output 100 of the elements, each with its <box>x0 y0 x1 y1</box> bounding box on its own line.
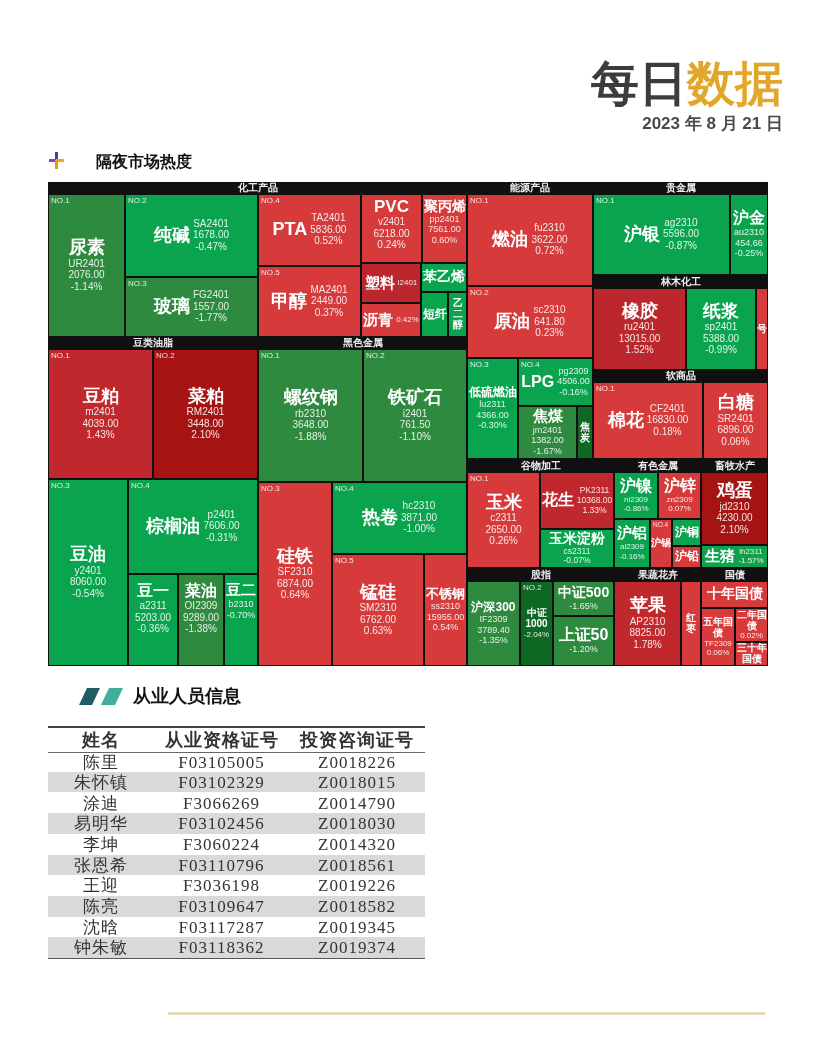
data-label: 16830.00 <box>646 414 689 426</box>
text: sp2401 <box>704 321 738 333</box>
category-label: 姓名 <box>80 728 121 752</box>
category-label: 燃油 <box>491 229 529 250</box>
data-label: 1.78% <box>633 638 662 650</box>
data-label: 7606.00 <box>203 520 241 532</box>
text: l2401 <box>397 278 418 288</box>
text: F03117287 <box>178 917 265 937</box>
text: NO.2 <box>156 351 175 361</box>
data-label: 0.42% <box>396 315 419 325</box>
text: F03102456 <box>178 814 265 834</box>
data-label: -0.25% <box>734 248 764 259</box>
text: SM2310 <box>359 602 397 614</box>
text: 沈晗 <box>83 917 119 937</box>
category-label: 锰硅 <box>359 581 396 602</box>
data-label: 5836.00 <box>310 223 347 235</box>
text: v2401 <box>377 216 406 228</box>
text: F03102329 <box>178 773 265 793</box>
text: NO.1 <box>596 384 615 394</box>
text: i2401 <box>402 407 428 419</box>
text: 国债 <box>724 568 745 580</box>
text: F03109647 <box>178 897 265 917</box>
category-label: 棕榈油 <box>145 515 201 536</box>
text: jd2310 <box>719 500 750 512</box>
text: NO.1 <box>470 474 489 484</box>
text: IF2309 <box>479 614 508 625</box>
category-label: 沪铅 <box>673 549 699 564</box>
text: NO.3 <box>470 360 489 370</box>
category-label: 投资咨询证号 <box>298 728 415 752</box>
category-label: PVC <box>374 197 409 217</box>
data-label: -0.47% <box>195 240 227 252</box>
category-label: 纯碱 <box>152 224 190 245</box>
text: MA2401 <box>310 283 348 295</box>
data-label: 6874.00 <box>276 577 314 589</box>
text: NO.4 <box>521 360 540 370</box>
data-label: 0.52% <box>314 235 343 247</box>
category-label: 沪铜 <box>673 524 699 539</box>
data-label: -0.16% <box>619 551 645 561</box>
category-label: 豆一 <box>136 582 169 600</box>
data-label: 5203.00 <box>134 611 172 623</box>
text: ru2401 <box>623 321 656 333</box>
data-label: 2650.00 <box>485 523 523 535</box>
text: Z0014790 <box>318 793 396 813</box>
category-label: 白糖 <box>717 392 754 413</box>
category-label: 沥青 <box>362 310 394 328</box>
text: 王迎 <box>83 876 119 896</box>
text: 易明华 <box>74 814 128 834</box>
category-label: 棉花 <box>606 409 645 430</box>
text: cs2311 <box>563 545 591 556</box>
text: hc2310 <box>402 500 436 512</box>
text: 钟朱敏 <box>74 938 128 958</box>
category-label: 玉米淀粉 <box>548 529 606 546</box>
text: Z0018582 <box>318 897 396 917</box>
data-label: -1.77% <box>195 312 227 324</box>
text: fu2310 <box>534 222 565 234</box>
category-label: LPG <box>521 372 555 390</box>
category-label: 五年国债 <box>702 616 733 639</box>
text: 黑色金属 <box>341 337 383 349</box>
category-label: 豆粕 <box>81 385 119 406</box>
data-label: 3622.00 <box>531 233 569 245</box>
text: NO.1 <box>51 196 70 206</box>
data-label: -1.14% <box>70 280 103 292</box>
text: NO.5 <box>261 268 280 278</box>
text: PK2311 <box>579 485 610 496</box>
text: AP2310 <box>629 615 666 627</box>
data-label: -1.20% <box>569 644 598 655</box>
data-label: 0.63% <box>363 625 393 637</box>
text: F03110796 <box>178 855 265 875</box>
text: 有色金属 <box>636 459 678 471</box>
category-label: 豆油 <box>69 544 106 565</box>
text: 涂迪 <box>83 793 119 813</box>
text: Z0019226 <box>318 876 396 896</box>
text: F3066269 <box>183 793 260 813</box>
text: b2310 <box>228 599 254 610</box>
category-label: 生猪 <box>704 547 736 565</box>
category-label: 低硫燃油 <box>467 385 517 400</box>
text: 畜牧水产 <box>713 459 755 471</box>
text: ni2309 <box>623 494 649 504</box>
category-label: 原油 <box>493 311 531 332</box>
text: NO.1 <box>470 196 489 206</box>
data-label: -2.04% <box>523 629 550 639</box>
data-label: 0.07% <box>668 504 691 514</box>
text: 张恩希 <box>74 855 128 875</box>
text: CF2401 <box>649 402 686 414</box>
text: NO.2 <box>470 288 489 298</box>
text: ag2310 <box>664 216 698 228</box>
data-label: 0.24% <box>377 239 406 251</box>
text: lh2311 <box>739 547 763 557</box>
category-label: PTA <box>272 219 308 240</box>
text: NO.3 <box>128 279 147 289</box>
text: 李坤 <box>83 835 119 855</box>
category-label: 十年国债 <box>705 585 763 602</box>
data-label: -1.38% <box>185 623 217 635</box>
text: FG2401 <box>192 289 230 301</box>
data-label: -1.88% <box>294 430 327 442</box>
text: NO.2 <box>128 196 147 206</box>
category-label: 沪银 <box>622 223 661 244</box>
text: NO.5 <box>335 556 354 566</box>
data-label: 5388.00 <box>702 332 740 344</box>
category-label: 二年国债 <box>736 608 767 631</box>
